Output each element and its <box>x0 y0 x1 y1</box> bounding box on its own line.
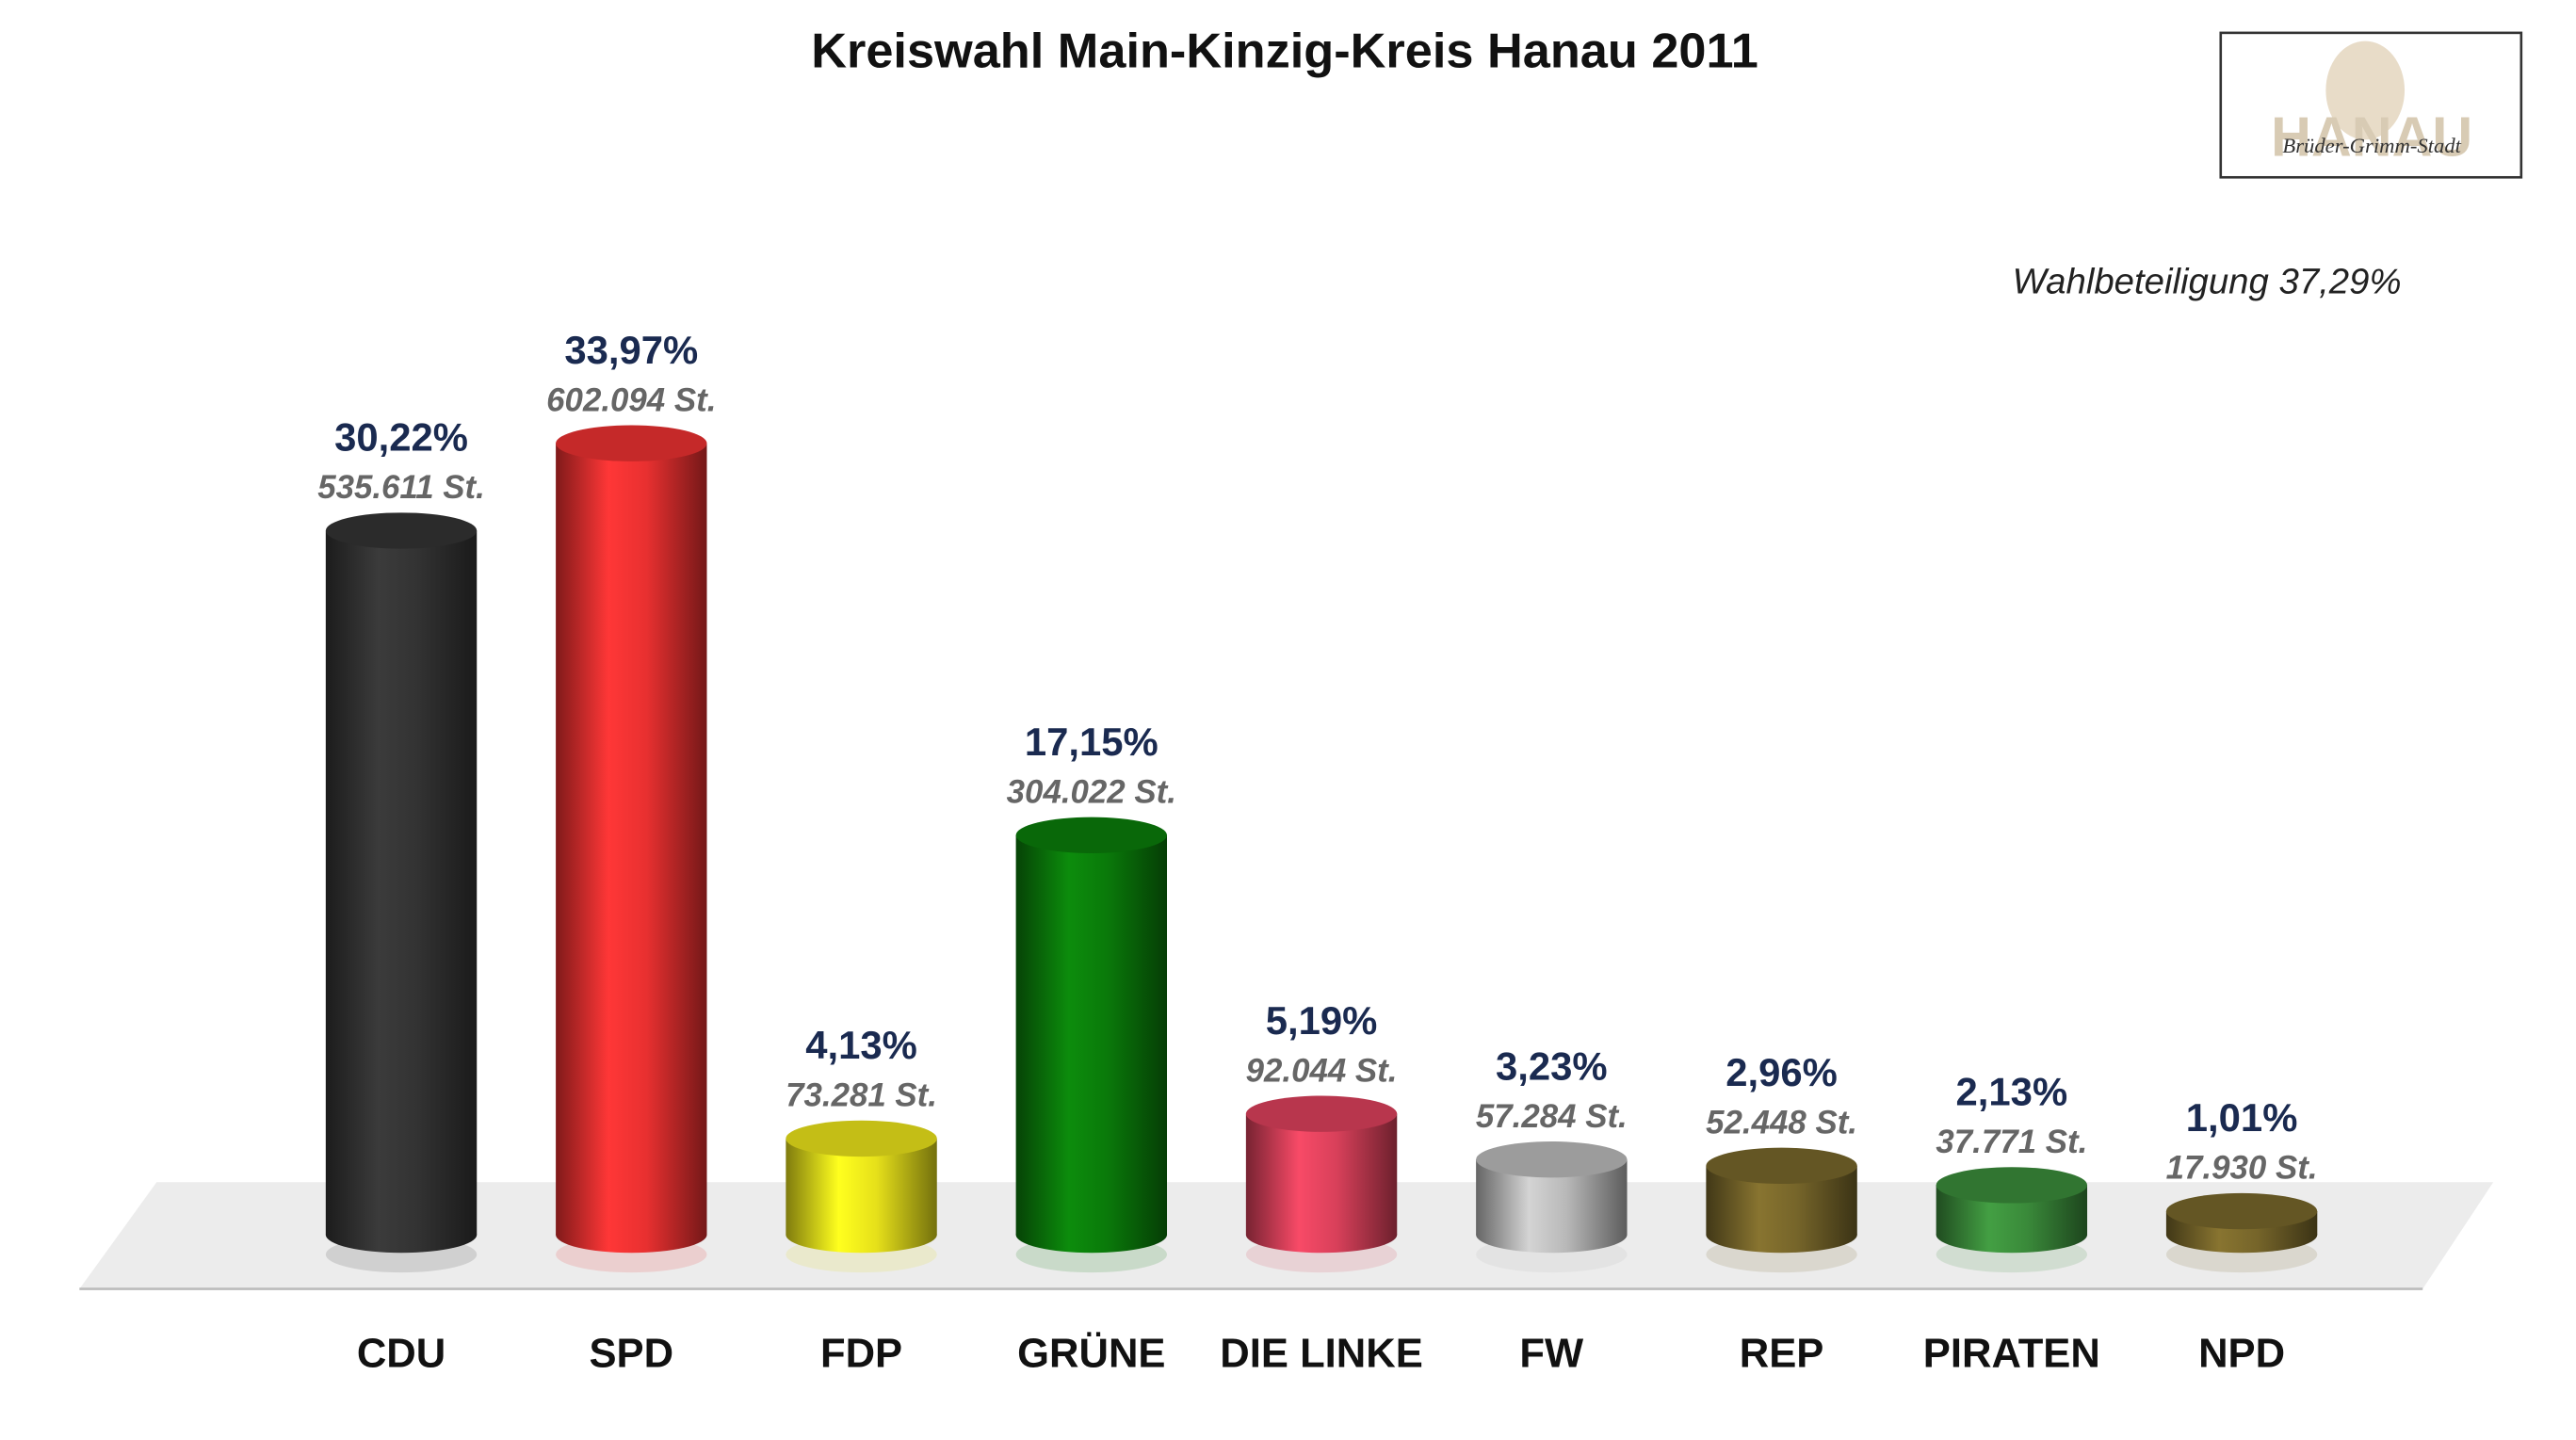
value-label: 1,01% <box>2186 1095 2298 1140</box>
value-label: 2,96% <box>1725 1050 1838 1094</box>
bar <box>556 425 707 1273</box>
x-tick-label: FDP <box>820 1332 902 1377</box>
bar-top <box>1706 1147 1857 1185</box>
bar-top <box>1015 817 1168 853</box>
value-label: 3,23% <box>1496 1044 1608 1088</box>
bar-top <box>786 1120 937 1157</box>
bar-body <box>556 443 707 1236</box>
value-label: 17,15% <box>1025 720 1158 764</box>
bar-top <box>1476 1141 1628 1178</box>
logo-portrait <box>2325 40 2406 140</box>
bar-top <box>325 512 478 549</box>
bar <box>1245 1095 1398 1273</box>
votes-label: 17.930 St. <box>2166 1150 2318 1187</box>
votes-label: 52.448 St. <box>1706 1104 1857 1141</box>
votes-label: 304.022 St. <box>1007 773 1176 810</box>
x-tick-label: FW <box>1519 1332 1584 1377</box>
bar <box>786 1120 937 1273</box>
bar <box>325 512 478 1273</box>
bar-top <box>2165 1192 2318 1230</box>
bar-body <box>325 530 478 1236</box>
bar <box>2165 1192 2318 1273</box>
bar-body <box>1245 1113 1398 1236</box>
bar-top <box>1936 1167 2088 1204</box>
bar <box>1706 1147 1857 1273</box>
x-tick-label: REP <box>1740 1332 1824 1377</box>
x-tick-label: DIE LINKE <box>1220 1332 1423 1377</box>
value-label: 30,22% <box>334 415 468 460</box>
bar-body <box>1015 834 1168 1236</box>
bar <box>1936 1167 2088 1273</box>
value-label: 4,13% <box>805 1023 917 1067</box>
votes-label: 602.094 St. <box>546 381 716 418</box>
x-tick-label: GRÜNE <box>1017 1331 1165 1377</box>
votes-label: 57.284 St. <box>1476 1098 1628 1135</box>
logo-text: HANAU <box>2271 105 2472 169</box>
votes-label: 92.044 St. <box>1246 1052 1398 1089</box>
x-tick-label: PIRATEN <box>1923 1332 2100 1377</box>
annotation: Wahlbeteiligung 37,29% <box>2013 262 2402 302</box>
bar <box>1015 817 1168 1273</box>
value-label: 2,13% <box>1956 1070 2068 1114</box>
votes-label: 73.281 St. <box>786 1077 937 1114</box>
x-tick-label: SPD <box>589 1332 673 1377</box>
logo: HANAU Brüder-Grimm-Stadt <box>2219 31 2523 179</box>
value-label: 5,19% <box>1266 998 1378 1043</box>
x-tick-label: NPD <box>2198 1332 2285 1377</box>
value-label: 33,97% <box>564 328 698 372</box>
votes-label: 535.611 St. <box>317 469 485 506</box>
bar-top <box>556 425 707 461</box>
chart-title: Kreiswahl Main-Kinzig-Kreis Hanau 2011 <box>811 24 1758 78</box>
logo-subtitle: Brüder-Grimm-Stadt <box>2282 134 2461 157</box>
bar-top <box>1245 1095 1398 1132</box>
bar <box>1476 1141 1628 1273</box>
x-tick-label: CDU <box>357 1332 446 1377</box>
votes-label: 37.771 St. <box>1936 1124 2087 1160</box>
